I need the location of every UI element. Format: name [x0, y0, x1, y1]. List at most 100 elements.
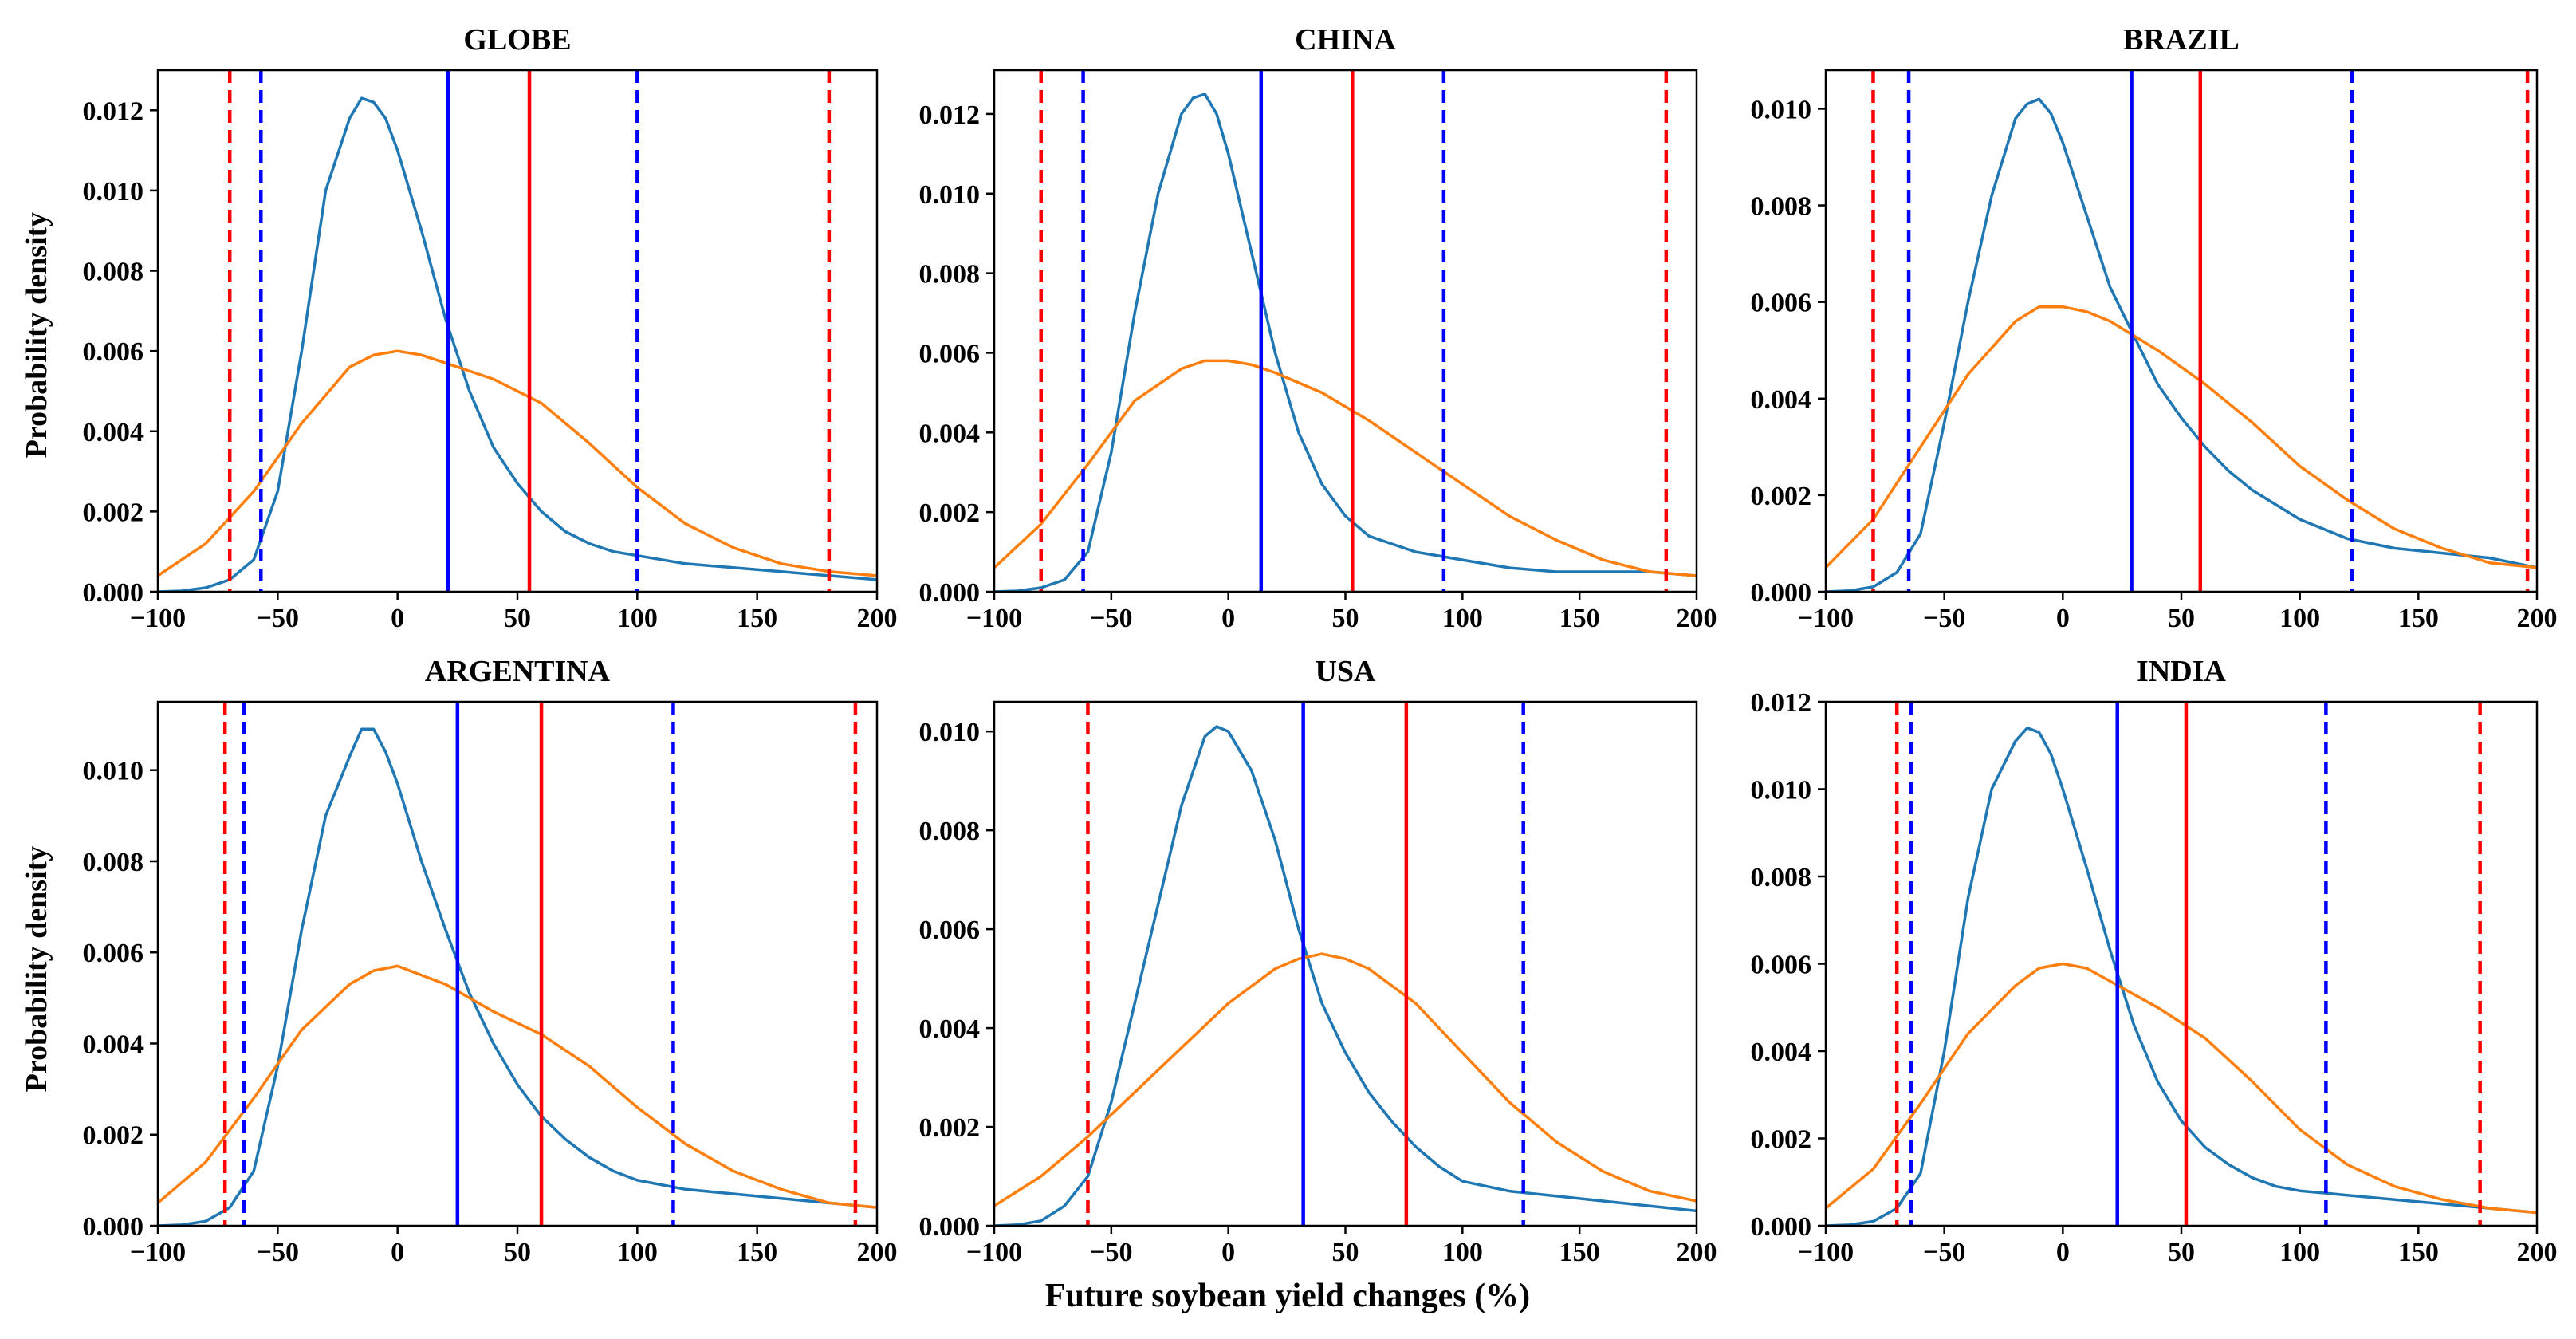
- x-tick-label: 150: [737, 1238, 777, 1267]
- x-tick-label: −50: [257, 1238, 299, 1267]
- y-tick-label: 0.010: [1751, 776, 1812, 805]
- y-tick-label: 0.006: [919, 339, 981, 368]
- x-tick-label: 150: [1559, 604, 1600, 633]
- x-tick-label: −50: [1923, 1238, 1965, 1267]
- x-tick-label: 0: [391, 604, 404, 633]
- y-tick-label: 0.002: [919, 1113, 981, 1143]
- blue-density-curve: [158, 727, 877, 1226]
- panel-india: INDIA −100 −50 0 50 100 150 200 0.000 0.002 0.004 0…: [1751, 655, 2558, 1267]
- y-tick-label: 0.008: [83, 258, 144, 287]
- y-tick-label: 0.006: [1751, 289, 1812, 318]
- y-tick-label: 0.002: [1751, 482, 1812, 511]
- y-tick-label: 0.002: [1751, 1125, 1812, 1155]
- x-tick-label: 150: [737, 604, 777, 633]
- y-tick-label: 0.008: [83, 848, 144, 877]
- y-tick-label: 0.008: [919, 817, 981, 846]
- blue-density-curve: [994, 725, 1697, 1226]
- x-tick-label: 50: [1332, 1238, 1359, 1267]
- x-tick-label: 50: [2168, 1238, 2195, 1267]
- panel-argentina: ARGENTINA −100 −50 0 50 100 150 200 0.000 0.002 0.…: [83, 655, 898, 1267]
- x-tick-label: −100: [966, 604, 1022, 633]
- x-tick-label: −50: [257, 604, 299, 633]
- blue-density-curve: [994, 93, 1697, 592]
- x-tick-label: 0: [2056, 1238, 2070, 1267]
- y-tick-label: 0.002: [83, 498, 144, 527]
- orange-density-curve: [994, 359, 1697, 577]
- y-tick-label: 0.002: [83, 1121, 144, 1151]
- y-tick-label: 0.004: [919, 419, 981, 448]
- axes-frame: [993, 69, 1698, 593]
- x-tick-label: −50: [1090, 1238, 1132, 1267]
- y-tick-label: 0.004: [83, 1030, 144, 1059]
- x-tick-label: 100: [2279, 1238, 2320, 1267]
- axes-frame: [1824, 700, 2539, 1227]
- x-tick-label: −100: [130, 604, 186, 633]
- x-tick-label: −50: [1090, 604, 1132, 633]
- panel-title: INDIA: [2137, 655, 2226, 688]
- panel-title: CHINA: [1295, 23, 1396, 57]
- y-tick-label: 0.000: [1751, 1212, 1812, 1242]
- plot-area: [158, 702, 877, 1226]
- orange-density-curve: [158, 964, 877, 1209]
- orange-density-curve: [1826, 305, 2537, 569]
- plot-area: [994, 70, 1697, 592]
- axes-frame: [156, 69, 879, 593]
- x-tick-label: 200: [857, 1238, 898, 1267]
- panel-usa: USA −100 −50 0 50 100 150 200 0.000 0.002 0.004 0.0…: [919, 655, 1717, 1267]
- y-tick-label: 0.010: [919, 718, 981, 747]
- y-tick-label: 0.012: [83, 96, 144, 126]
- panel-title: ARGENTINA: [425, 655, 611, 688]
- plot-area: [994, 702, 1697, 1226]
- y-tick-label: 0.000: [919, 1212, 981, 1242]
- x-tick-label: 100: [1442, 1238, 1483, 1267]
- y-axis-label-bottom: Probability density: [20, 846, 53, 1093]
- orange-density-curve: [1826, 962, 2537, 1215]
- y-tick-label: 0.012: [919, 100, 981, 130]
- y-tick-label: 0.002: [919, 498, 981, 528]
- axes-frame: [1824, 69, 2539, 593]
- x-tick-label: 50: [2168, 604, 2195, 633]
- orange-density-curve: [158, 349, 877, 577]
- y-tick-label: 0.006: [919, 916, 981, 945]
- x-tick-label: −100: [966, 1238, 1022, 1267]
- blue-density-curve: [1826, 97, 2537, 592]
- x-tick-label: 50: [1332, 604, 1359, 633]
- y-tick-label: 0.010: [1751, 95, 1812, 124]
- y-tick-label: 0.010: [919, 180, 981, 210]
- plot-area: [1826, 702, 2537, 1226]
- x-tick-label: −100: [1798, 1238, 1854, 1267]
- x-tick-label: −100: [1798, 604, 1854, 633]
- x-tick-label: 200: [857, 604, 898, 633]
- y-tick-label: 0.004: [919, 1014, 981, 1044]
- x-tick-label: 50: [504, 1238, 531, 1267]
- panel-title: BRAZIL: [2123, 23, 2240, 57]
- panel-china: CHINA −100 −50 0 50 100 150 200 0.000 0.002 0.004 0…: [919, 23, 1717, 633]
- orange-density-curve: [994, 952, 1697, 1207]
- x-tick-label: 150: [2398, 604, 2439, 633]
- x-tick-label: 0: [2056, 604, 2070, 633]
- x-axis-label: Future soybean yield changes (%): [1045, 1278, 1530, 1314]
- y-tick-label: 0.010: [83, 177, 144, 207]
- y-tick-label: 0.010: [83, 757, 144, 786]
- y-tick-label: 0.006: [83, 337, 144, 367]
- x-tick-label: 100: [617, 604, 658, 633]
- blue-density-curve: [158, 96, 877, 592]
- x-tick-label: 200: [2517, 1238, 2558, 1267]
- x-tick-label: −100: [130, 1238, 186, 1267]
- y-tick-label: 0.000: [919, 578, 981, 608]
- axes-frame: [993, 700, 1698, 1227]
- y-tick-label: 0.008: [1751, 192, 1812, 222]
- panel-title: GLOBE: [463, 23, 571, 57]
- blue-density-curve: [1826, 727, 2537, 1226]
- y-tick-label: 0.004: [1751, 385, 1812, 415]
- y-tick-label: 0.006: [83, 939, 144, 968]
- y-tick-label: 0.004: [1751, 1038, 1812, 1067]
- x-tick-label: 200: [2517, 604, 2558, 633]
- y-axis-label-top: Probability density: [20, 212, 53, 459]
- axes-frame: [156, 700, 879, 1227]
- x-tick-label: −50: [1923, 604, 1965, 633]
- panel-brazil: BRAZIL −100 −50 0 50 100 150 200 0.000 0.002 0.004…: [1751, 23, 2558, 633]
- x-tick-label: 0: [1221, 1238, 1235, 1267]
- y-tick-label: 0.008: [1751, 863, 1812, 892]
- x-tick-label: 100: [2279, 604, 2320, 633]
